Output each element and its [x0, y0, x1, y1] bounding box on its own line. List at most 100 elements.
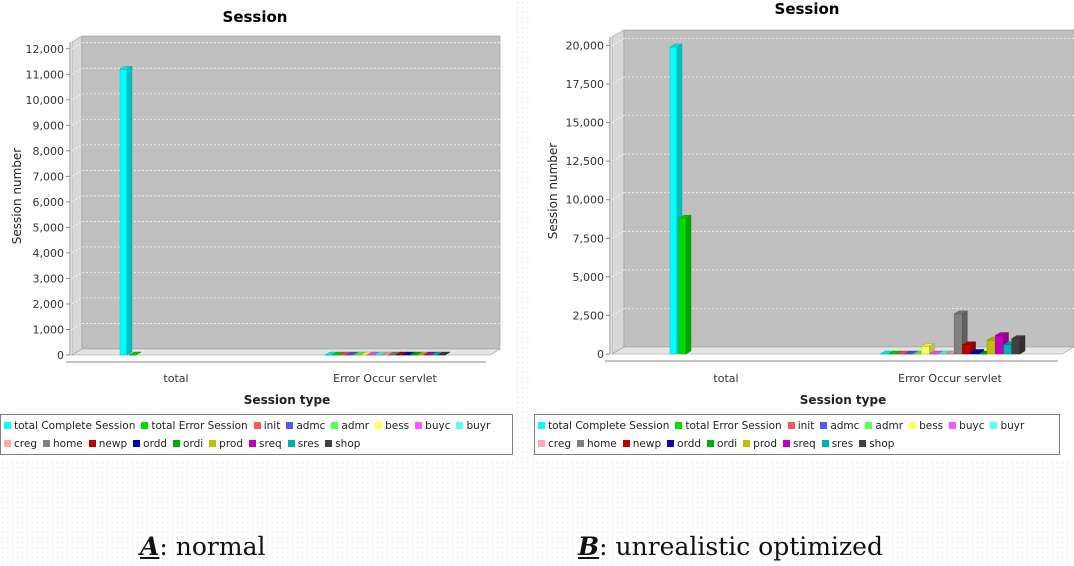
legend-item: bess [909, 417, 943, 435]
legend-label: admr [341, 420, 370, 432]
legend-item: buyr [990, 417, 1024, 435]
y-tick-label: 5,000 [33, 221, 65, 234]
legend-label: total Error Session [685, 420, 782, 432]
legend-swatch [865, 422, 873, 429]
chart-b-panel: Session Session number Session type 0 2,5… [530, 0, 1074, 460]
y-tick-label: 7,500 [573, 232, 605, 245]
legend-label: admc [830, 420, 860, 432]
legend-item: admr [865, 417, 903, 435]
caption-a: A: normal [140, 532, 266, 561]
legend-item: ordd [133, 435, 167, 453]
legend-item: admr [331, 417, 369, 435]
legend-swatch [675, 422, 683, 429]
legend-swatch [909, 422, 917, 429]
x-tick-label: Error Occur servlet [333, 372, 437, 385]
legend-swatch [325, 440, 333, 447]
legend-label: creg [548, 438, 571, 450]
y-tick-label: 3,000 [33, 272, 65, 285]
y-tick-label: 2,500 [573, 309, 605, 322]
legend-swatch [209, 440, 217, 447]
y-tick-label: 15,000 [566, 117, 605, 130]
y-tick-label: 0 [597, 348, 604, 361]
legend-item: total Error Session [675, 417, 782, 435]
caption-text: : unrealistic optimized [599, 532, 883, 561]
legend-swatch [286, 422, 294, 429]
legend-label: prod [219, 438, 244, 450]
y-axis-label: Session number [10, 148, 24, 245]
legend-swatch [249, 440, 257, 447]
legend-item: total Error Session [141, 417, 248, 435]
legend-swatch [821, 440, 829, 447]
legend-label: newp [632, 438, 662, 450]
y-tick-label: 20,000 [566, 39, 605, 52]
legend-item: creg [4, 435, 37, 453]
legend-swatch [820, 422, 828, 429]
legend-item: prod [743, 435, 777, 453]
bars [669, 43, 1026, 355]
bar-total-error-session-total [678, 214, 692, 355]
legend-item: admc [286, 417, 325, 435]
legend-label: home [586, 438, 617, 450]
legend-label: bess [919, 420, 944, 432]
plot-area [70, 35, 502, 356]
legend-label: admr [875, 420, 904, 432]
caption-b: B: unrealistic optimized [578, 532, 883, 561]
x-tick-label: total [713, 372, 738, 385]
bar-bess-error [920, 342, 936, 355]
y-tick-label: 6,000 [33, 196, 65, 209]
bars [119, 65, 451, 356]
y-tick-label: 9,000 [33, 119, 65, 132]
legend-swatch [667, 440, 675, 447]
legend-label: init [797, 420, 815, 432]
legend-label: creg [14, 438, 37, 450]
legend-swatch [456, 422, 464, 429]
bar-ordd-error [969, 349, 985, 355]
x-ticks: total Error Occur servlet [604, 360, 1058, 385]
y-tick-label: 11,000 [26, 68, 65, 81]
legend-label: sreq [793, 438, 816, 450]
legend-label: sres [831, 438, 854, 450]
legend-item: buyc [415, 417, 450, 435]
legend-item: ordi [707, 435, 737, 453]
legend-swatch [133, 440, 141, 447]
legend-swatch [287, 440, 295, 447]
plot-area [610, 29, 1074, 355]
legend-swatch [88, 440, 96, 447]
legend-item: prod [209, 435, 243, 453]
legend-label: home [52, 438, 83, 450]
x-ticks: total Error Occur servlet [66, 361, 486, 385]
chart-b: Session Session number Session type 0 2,5… [546, 0, 1074, 407]
legend-label: total Complete Session [548, 420, 670, 432]
chart-a-panel: Session Session number Session type 0 1,0… [0, 0, 515, 460]
legend-swatch [4, 440, 11, 447]
y-tick-label: 10,000 [26, 94, 65, 107]
caption-text: : normal [159, 532, 266, 561]
legend-swatch [4, 422, 11, 429]
legend-swatch [141, 422, 149, 429]
legend-swatch [949, 422, 957, 429]
legend-label: bess [385, 420, 410, 432]
legend-item: home [576, 435, 617, 453]
legend-swatch [538, 422, 545, 429]
legend-item: buyr [456, 417, 490, 435]
y-tick-label: 4,000 [33, 247, 65, 260]
legend-label: ordi [717, 438, 738, 450]
legend-label: shop [335, 438, 361, 450]
legend-item: admc [820, 417, 859, 435]
legend-item: shop [325, 435, 360, 453]
legend-swatch [173, 440, 181, 447]
bar-total-complete-session-total [119, 65, 133, 356]
legend-label: buyr [466, 420, 491, 432]
legend-item: init [787, 417, 815, 435]
y-tick-label: 10,000 [566, 194, 605, 207]
legend-label: total Complete Session [14, 420, 136, 432]
legend-swatch [415, 422, 423, 429]
legend-item: ordd [667, 435, 701, 453]
y-tick-label: 2,000 [33, 298, 65, 311]
legend-label: ordd [143, 438, 168, 450]
y-tick-label: 17,500 [566, 78, 605, 91]
legend-item: buyc [949, 417, 984, 435]
legend-swatch [783, 440, 791, 447]
legend-swatch [253, 422, 261, 429]
legend-item: sres [821, 435, 854, 453]
